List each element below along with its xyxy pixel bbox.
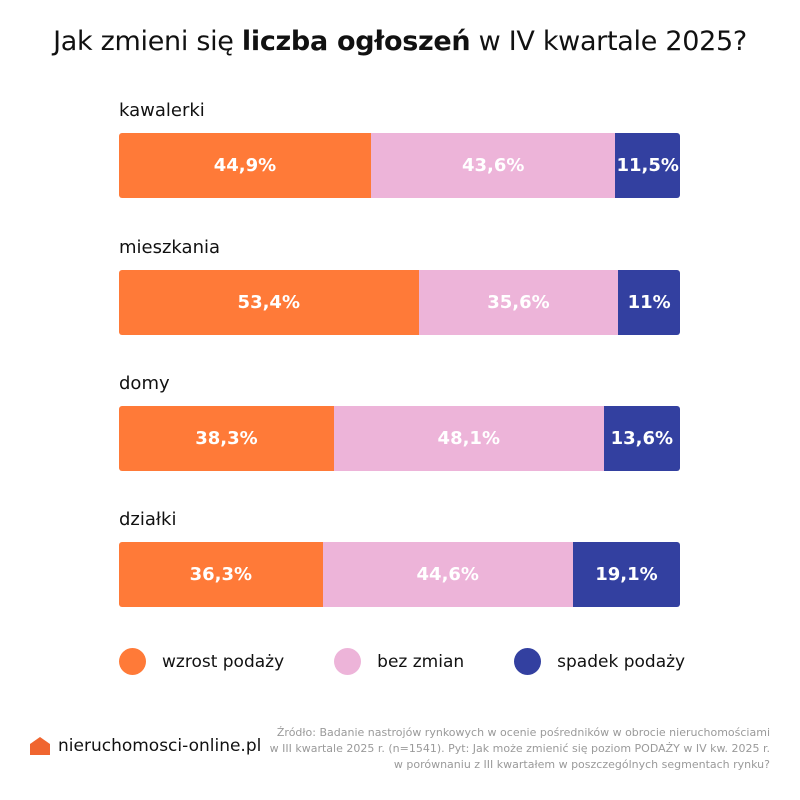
chart-title: Jak zmieni się liczba ogłoszeń w IV kwar… (0, 26, 800, 57)
data-label: 53,4% (237, 292, 300, 313)
legend-swatch (119, 648, 146, 675)
bar-segment: 48,1% (333, 406, 604, 471)
bar-segment: 35,6% (418, 270, 619, 335)
data-label: 35,6% (487, 292, 550, 313)
bar-segment: 44,9% (119, 133, 371, 198)
legend-swatch (334, 648, 362, 675)
data-label: 43,6% (461, 155, 525, 176)
bar-segment: 53,4% (119, 270, 419, 335)
title-part: Jak zmieni się (53, 26, 242, 57)
bar-row: 36,3% 44,6% 19,1% (119, 542, 680, 607)
source-line: Źródło: Badanie nastrojów rynkowych w oc… (276, 726, 770, 739)
data-label: 11,5% (616, 155, 679, 176)
category-label: działki (119, 509, 177, 530)
bar-segment: 38,3% (119, 406, 334, 471)
bar-segment: 19,1% (572, 542, 680, 607)
legend: wzrost podaży bez zmian spadek podaży (119, 648, 735, 675)
legend-label: spadek podaży (557, 651, 686, 672)
bar-segment: 11,5% (615, 133, 680, 198)
data-label: 38,3% (195, 428, 258, 449)
legend-label: bez zmian (377, 651, 465, 672)
bar-segment: 36,3% (119, 542, 323, 607)
bar-row: 44,9% 43,6% 11,5% (119, 133, 680, 198)
legend-label: wzrost podaży (162, 651, 285, 672)
category-label: mieszkania (119, 237, 221, 258)
bar-segment: 44,6% (322, 542, 573, 607)
bar-segment: 13,6% (603, 406, 680, 471)
category-label: kawalerki (119, 100, 205, 121)
source-note: Źródło: Badanie nastrojów rynkowych w oc… (250, 725, 770, 773)
bar-row: 53,4% 35,6% 11% (119, 270, 680, 335)
data-label: 44,9% (213, 155, 277, 176)
bar-row: 38,3% 48,1% 13,6% (119, 406, 680, 471)
data-label: 11% (627, 292, 671, 313)
legend-item: bez zmian (334, 648, 464, 675)
bar-segment: 43,6% (370, 133, 616, 198)
data-label: 44,6% (416, 564, 479, 585)
data-label: 48,1% (437, 428, 500, 449)
data-label: 36,3% (189, 564, 253, 585)
logo-text: nieruchomosci-online.pl (58, 736, 262, 756)
legend-item: spadek podaży (514, 648, 685, 675)
house-icon (30, 737, 50, 755)
source-line: w III kwartale 2025 r. (n=1541). Pyt: Ja… (269, 742, 770, 755)
data-label: 19,1% (595, 564, 658, 585)
legend-item: wzrost podaży (119, 648, 284, 675)
category-label: domy (119, 373, 170, 394)
title-emphasis: liczba ogłoszeń (241, 26, 471, 57)
legend-swatch (514, 648, 542, 675)
title-part: w IV kwartale 2025? (470, 26, 748, 57)
source-line: w porównaniu z III kwartałem w poszczegó… (393, 758, 770, 771)
logo: nieruchomosci-online.pl (30, 736, 261, 756)
data-label: 13,6% (610, 428, 674, 449)
bar-segment: 11% (618, 270, 680, 335)
